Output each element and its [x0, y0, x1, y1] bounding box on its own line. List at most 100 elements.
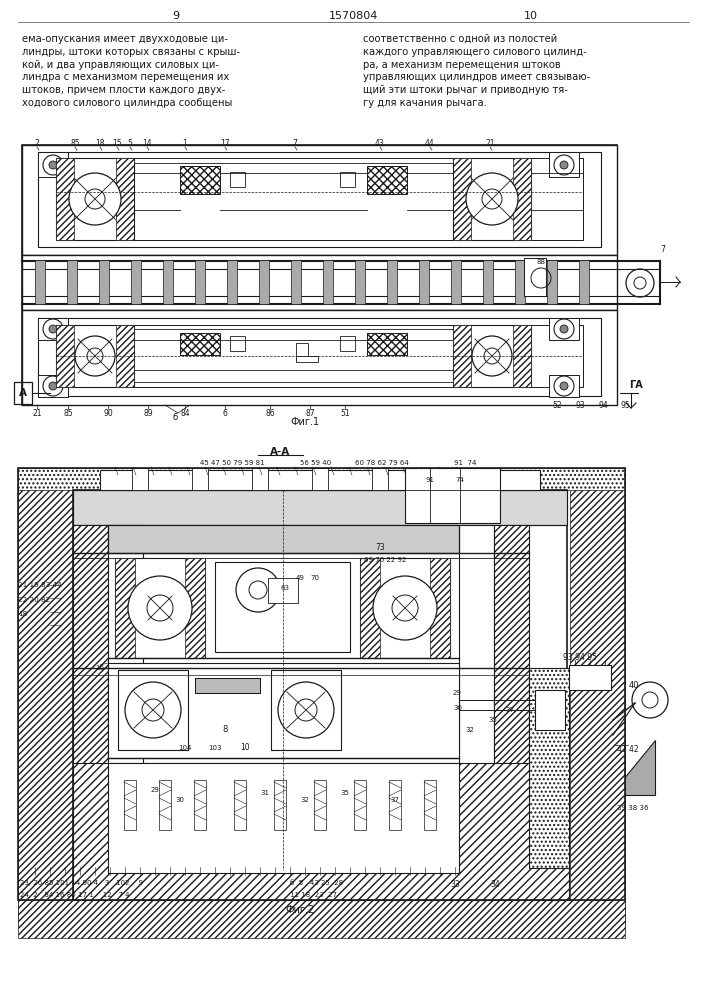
Bar: [108, 525, 143, 855]
Bar: [367, 333, 407, 355]
Circle shape: [43, 319, 63, 339]
Bar: [100, 470, 540, 490]
Bar: [73, 490, 567, 900]
Circle shape: [560, 325, 568, 333]
Text: 18: 18: [95, 138, 105, 147]
Text: 41 42: 41 42: [617, 746, 639, 754]
Text: 37: 37: [506, 707, 515, 713]
Text: 74: 74: [455, 477, 464, 483]
Text: ходового силового цилиндра сообщены: ходового силового цилиндра сообщены: [22, 98, 233, 108]
Text: 10: 10: [524, 11, 538, 21]
Bar: [108, 525, 459, 553]
Text: ра, а механизм перемещения штоков: ра, а механизм перемещения штоков: [363, 60, 561, 70]
Bar: [230, 336, 245, 351]
Bar: [314, 780, 326, 830]
Text: Фиг.2: Фиг.2: [286, 905, 315, 915]
Text: А-А: А-А: [270, 447, 290, 457]
Bar: [22, 310, 617, 405]
Text: 86: 86: [265, 408, 275, 418]
Text: 85: 85: [70, 138, 80, 147]
Bar: [483, 260, 493, 304]
Bar: [56, 158, 134, 240]
Bar: [430, 558, 450, 658]
Bar: [549, 152, 579, 177]
Bar: [108, 763, 459, 873]
Bar: [73, 525, 108, 855]
Text: 37: 37: [390, 797, 399, 803]
Text: 1570804: 1570804: [329, 11, 379, 21]
Circle shape: [236, 568, 280, 612]
Bar: [312, 468, 328, 490]
Text: 11 18  23  27: 11 18 23 27: [290, 892, 337, 898]
Circle shape: [43, 376, 63, 396]
Bar: [118, 670, 188, 750]
Text: ема-опускания имеет двухходовые ци-: ема-опускания имеет двухходовые ци-: [22, 34, 228, 44]
Bar: [453, 325, 531, 387]
Bar: [180, 166, 220, 194]
Circle shape: [49, 161, 57, 169]
Text: 93 94 95: 93 94 95: [563, 652, 597, 662]
Bar: [35, 260, 45, 304]
Text: 93: 93: [575, 400, 585, 410]
Bar: [570, 468, 625, 928]
Text: 1: 1: [182, 138, 187, 147]
Bar: [73, 490, 567, 525]
Text: линдра с механизмом перемещения их: линдра с механизмом перемещения их: [22, 72, 229, 82]
Text: 85: 85: [63, 408, 73, 418]
Text: 10: 10: [240, 744, 250, 752]
Bar: [18, 468, 625, 900]
Text: 39 38 36: 39 38 36: [617, 805, 649, 811]
Bar: [252, 468, 268, 490]
Text: 18: 18: [18, 611, 28, 617]
Bar: [569, 665, 611, 690]
Circle shape: [295, 699, 317, 721]
Circle shape: [392, 595, 418, 621]
Bar: [67, 260, 77, 304]
Text: 60 78 62 79 64: 60 78 62 79 64: [355, 460, 409, 466]
Bar: [99, 260, 109, 304]
Text: 5: 5: [127, 138, 132, 147]
Text: 73: 73: [375, 544, 385, 552]
Bar: [453, 325, 471, 387]
Bar: [22, 145, 617, 405]
Text: штоков, причем плости каждого двух-: штоков, причем плости каждого двух-: [22, 85, 226, 95]
Text: 87: 87: [305, 408, 315, 418]
Bar: [259, 260, 269, 304]
Bar: [535, 690, 565, 730]
Polygon shape: [610, 740, 655, 795]
Text: щий эти штоки рычаг и приводную тя-: щий эти штоки рычаг и приводную тя-: [363, 85, 568, 95]
Bar: [195, 678, 260, 693]
Bar: [56, 325, 134, 387]
Bar: [195, 678, 260, 693]
Text: 23, 26 85 101 14 90 4   3   102    9: 23, 26 85 101 14 90 4 3 102 9: [20, 880, 143, 886]
Bar: [513, 158, 531, 240]
Bar: [56, 158, 583, 240]
Bar: [340, 336, 355, 351]
Circle shape: [632, 682, 668, 718]
Bar: [459, 525, 494, 855]
Bar: [579, 260, 589, 304]
Bar: [38, 152, 601, 247]
Text: 91: 91: [426, 477, 435, 483]
Text: 7: 7: [293, 138, 298, 147]
Bar: [163, 260, 173, 304]
Text: A: A: [19, 388, 27, 398]
Circle shape: [147, 595, 173, 621]
Circle shape: [69, 173, 121, 225]
Bar: [215, 562, 350, 652]
Bar: [389, 780, 401, 830]
Text: линдры, штоки которых связаны с крыш-: линдры, штоки которых связаны с крыш-: [22, 47, 240, 57]
Bar: [271, 670, 341, 750]
Text: Фиг.1: Фиг.1: [291, 417, 320, 427]
Bar: [354, 780, 366, 830]
Bar: [159, 780, 171, 830]
Circle shape: [43, 155, 63, 175]
Text: б: б: [173, 412, 177, 422]
Bar: [185, 558, 205, 658]
Bar: [14, 382, 32, 404]
Text: 51: 51: [340, 408, 350, 418]
Text: гу для качания рычага.: гу для качания рычага.: [363, 98, 487, 108]
Text: 31: 31: [260, 790, 269, 796]
Text: соответственно с одной из полостей: соответственно с одной из полостей: [363, 34, 557, 44]
Bar: [524, 258, 546, 296]
